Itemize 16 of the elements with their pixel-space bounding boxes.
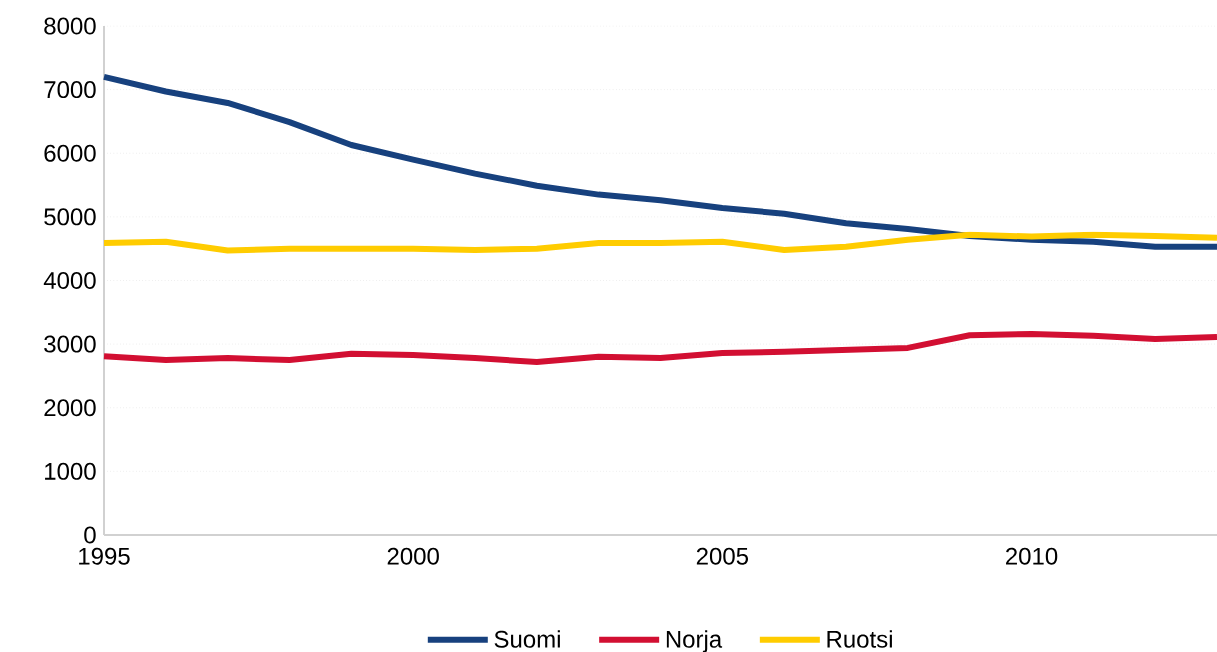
legend-label: Norja (666, 630, 723, 652)
x-tick-label: 2010 (1006, 547, 1058, 565)
y-tick-label: 8000 (44, 17, 96, 35)
y-tick-label: 7000 (44, 81, 96, 99)
y-tick-label: 0 (84, 526, 96, 544)
y-tick-label: 6000 (44, 144, 96, 162)
y-tick-label: 4000 (43, 271, 96, 289)
legend-label: Suomi (494, 630, 560, 648)
y-tick-label: 3000 (44, 335, 96, 353)
y-tick-label: 1000 (45, 462, 96, 480)
x-tick-label: 2005 (696, 547, 749, 565)
x-tick-label: 1995 (79, 547, 130, 565)
y-tick-label: 2000 (44, 399, 96, 417)
x-tick-label: 2000 (387, 547, 439, 565)
y-tick-label: 5000 (44, 208, 96, 226)
legend-label: Ruotsi (827, 630, 892, 648)
